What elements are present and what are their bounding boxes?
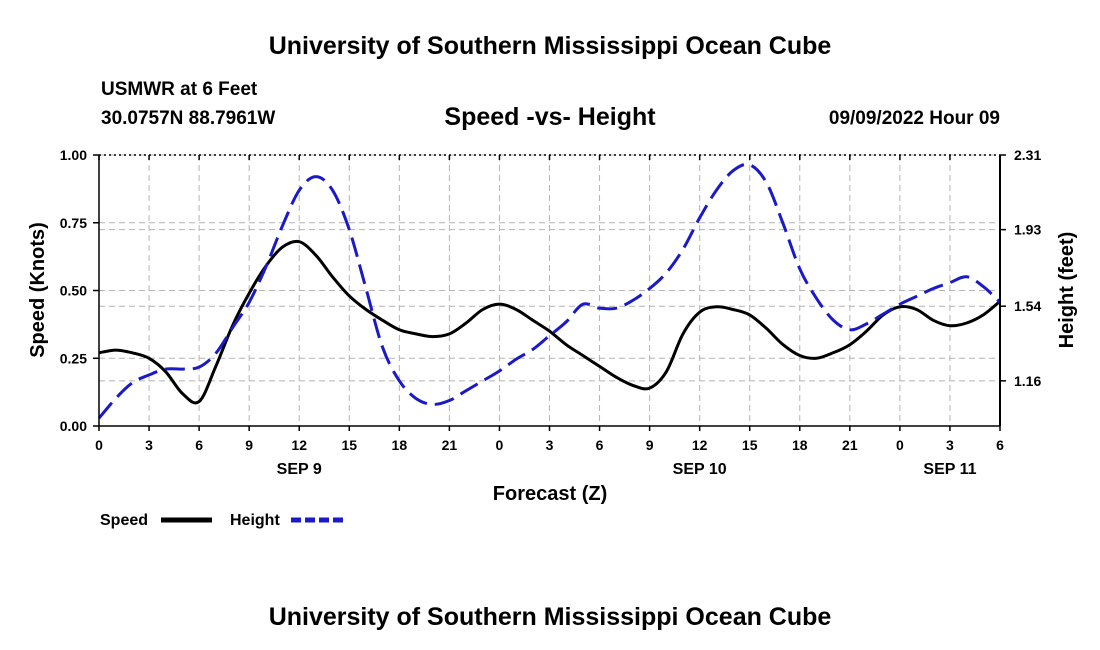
speed-series-line (98, 239, 1001, 405)
coordinates-label: 30.0757N 88.7961W (101, 108, 275, 129)
y-right-tick-label: 1.16 (1014, 373, 1041, 389)
chart-subtitle: Speed -vs- Height (444, 103, 656, 131)
y-right-tick-label: 1.93 (1014, 222, 1041, 238)
y-right-axis-title: Height (feet) (1056, 232, 1078, 349)
footer-title: University of Southern Mississippi Ocean… (269, 603, 832, 631)
x-axis-title: Forecast (Z) (493, 483, 607, 505)
x-tick-label: 15 (341, 437, 357, 453)
x-tick-label: 21 (442, 437, 458, 453)
x-tick-label: 3 (546, 437, 554, 453)
y-left-axis-title: Speed (Knots) (27, 222, 49, 358)
x-tick-label: 9 (646, 437, 654, 453)
y-left-tick-label: 0.75 (60, 215, 87, 231)
x-tick-label: 0 (496, 437, 504, 453)
station-label: USMWR at 6 Feet (101, 79, 258, 100)
height-series-line (97, 162, 1002, 420)
x-tick-label: 12 (692, 437, 708, 453)
legend-height-label: Height (230, 512, 280, 529)
x-day-label: SEP 9 (277, 461, 322, 478)
y-left-tick-label: 0.25 (60, 350, 87, 366)
series-lines (97, 162, 1002, 420)
x-day-label: SEP 11 (923, 461, 976, 478)
x-tick-label: 0 (896, 437, 904, 453)
x-tick-label: 12 (291, 437, 307, 453)
x-tick-label: 15 (742, 437, 758, 453)
x-tick-label: 21 (842, 437, 858, 453)
x-tick-label: 6 (596, 437, 604, 453)
axis-ticks: 0 3 6 9 12 15 18 21 0 3 6 9 12 15 18 21 0 3 6 SEP 9 SEP 10 SE… (60, 147, 1042, 478)
legend: Speed Height (100, 512, 343, 529)
y-left-tick-label: 0.00 (60, 418, 87, 434)
x-day-label: SEP 10 (673, 461, 727, 478)
x-tick-label: 6 (195, 437, 203, 453)
x-tick-label: 3 (946, 437, 954, 453)
x-tick-label: 18 (392, 437, 408, 453)
x-tick-label: 18 (792, 437, 808, 453)
y-right-tick-label: 2.31 (1014, 147, 1041, 163)
gridlines (98, 154, 1001, 427)
x-tick-label: 9 (245, 437, 253, 453)
forecast-datetime: 09/09/2022 Hour 09 (829, 108, 1000, 129)
legend-speed-label: Speed (100, 512, 148, 529)
y-left-tick-label: 0.50 (60, 283, 87, 299)
y-right-tick-label: 1.54 (1014, 298, 1041, 314)
y-left-tick-label: 1.00 (60, 147, 87, 163)
x-tick-label: 6 (996, 437, 1004, 453)
chart-main-title: University of Southern Mississippi Ocean… (269, 32, 832, 60)
x-tick-label: 0 (95, 437, 103, 453)
x-tick-label: 3 (145, 437, 153, 453)
